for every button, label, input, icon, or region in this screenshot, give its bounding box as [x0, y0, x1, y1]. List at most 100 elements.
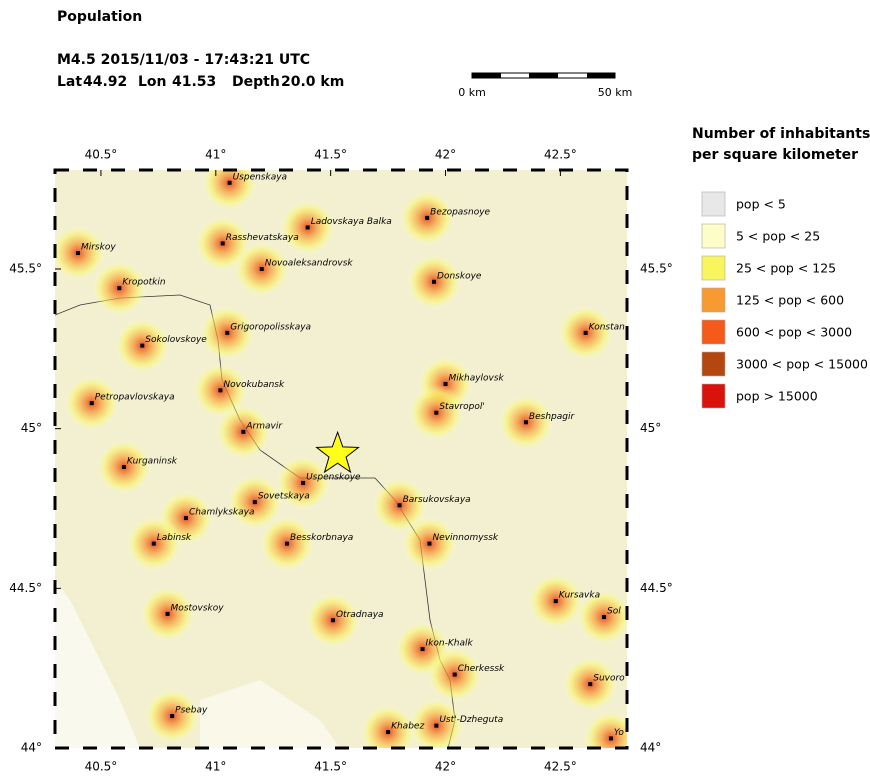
city-label: Mikhaylovsk: [449, 373, 505, 383]
city-label: Yo: [614, 728, 625, 738]
population-area: [360, 704, 417, 748]
city-marker: [183, 516, 188, 521]
city-marker: [427, 541, 432, 546]
x-tick-label: 40.5°: [85, 148, 118, 162]
legend-label: pop < 5: [736, 197, 786, 212]
depth-label: Depth: [232, 74, 280, 90]
city-marker: [443, 381, 448, 386]
legend-label: pop > 15000: [736, 389, 818, 404]
lon-label: Lon: [138, 74, 167, 90]
city-marker: [452, 672, 457, 677]
city-label: Mirskoy: [81, 243, 116, 253]
lat-label: Lat: [57, 74, 82, 90]
city-marker: [227, 180, 232, 185]
city-marker: [425, 215, 430, 220]
city-label: Ladovskaya Balka: [311, 217, 392, 227]
x-tick-label: 42.5°: [544, 760, 577, 774]
city-marker: [553, 599, 558, 604]
x-tick-label: 41.5°: [314, 148, 347, 162]
x-tick-label: 40.5°: [85, 760, 118, 774]
event-line: M4.5 2015/11/03 - 17:43:21 UTC: [57, 52, 310, 68]
population-area: [408, 697, 465, 748]
lon-value: 41.53: [172, 74, 216, 90]
depth-value: 20.0 km: [281, 74, 344, 90]
scale-start: 0 km: [458, 86, 486, 99]
x-tick-label: 41.5°: [314, 760, 347, 774]
city-marker: [75, 251, 80, 256]
city-label: Chamlykskaya: [189, 508, 255, 518]
legend-swatch: [701, 255, 726, 281]
legend-swatch: [701, 383, 726, 409]
city-label: Petropavlovskaya: [95, 393, 175, 403]
lat-value: 44.92: [83, 74, 127, 90]
city-marker: [434, 410, 439, 415]
city-marker: [259, 266, 264, 271]
y-tick-label: 45.5°: [9, 261, 42, 275]
scale-end: 50 km: [598, 86, 633, 99]
city-label: Otradnaya: [336, 610, 384, 620]
city-label: Grigoropolisskaya: [230, 322, 311, 332]
x-tick-label: 42.5°: [544, 148, 577, 162]
x-tick-label: 42°: [435, 760, 456, 774]
city-label: Kursavka: [559, 591, 600, 601]
city-label: Konstan: [589, 322, 626, 332]
legend-swatch: [701, 191, 726, 217]
city-label: Novokubansk: [223, 380, 285, 390]
legend-label: 125 < pop < 600: [736, 293, 844, 308]
y-tick-label: 44.5°: [9, 581, 42, 595]
city-marker: [252, 500, 257, 505]
legend-swatch: [701, 287, 726, 313]
city-label: Beshpagir: [529, 412, 576, 422]
legend-swatch: [701, 351, 726, 377]
city-marker: [285, 541, 290, 546]
legend-title: Number of inhabitants: [692, 126, 870, 142]
city-label: Nevinnomyssk: [432, 533, 498, 543]
city-label: Novoaleksandrovsk: [265, 258, 354, 268]
city-label: Bezopasnoye: [430, 207, 490, 217]
y-tick-label: 44°: [640, 741, 661, 755]
city-marker: [301, 480, 306, 485]
city-label: Uspenskoye: [306, 472, 361, 482]
legend-label: 600 < pop < 3000: [736, 325, 852, 340]
city-label: Barsukovskaya: [403, 495, 471, 505]
city-marker: [89, 401, 94, 406]
y-tick-label: 45°: [21, 421, 42, 435]
city-marker: [225, 330, 230, 335]
city-marker: [117, 286, 122, 291]
city-marker: [218, 388, 223, 393]
legend-title: per square kilometer: [692, 147, 858, 163]
city-marker: [432, 279, 437, 284]
city-marker: [140, 343, 145, 348]
city-label: Cherkessk: [458, 664, 505, 674]
city-label: Labinsk: [157, 533, 192, 543]
population-area: [582, 710, 627, 748]
legend-swatch: [701, 223, 726, 249]
city-label: Ikon-Khalk: [426, 639, 474, 649]
city-label: Kropotkin: [122, 278, 166, 288]
city-label: Armavir: [245, 421, 283, 431]
city-marker: [608, 736, 613, 741]
city-marker: [523, 420, 528, 425]
city-label: Ust'-Dzheguta: [439, 715, 503, 725]
y-tick-label: 45.5°: [640, 261, 673, 275]
city-marker: [241, 429, 246, 434]
x-tick-label: 42°: [435, 148, 456, 162]
legend-label: 3000 < pop < 15000: [736, 357, 868, 372]
city-label: Suvoro: [593, 674, 625, 684]
city-marker: [420, 647, 425, 652]
y-tick-label: 44°: [21, 741, 42, 755]
city-label: Sokolovskoye: [145, 335, 207, 345]
city-marker: [305, 225, 310, 230]
city-marker: [220, 241, 225, 246]
x-tick-label: 41°: [205, 148, 226, 162]
city-label: Rasshevatskaya: [226, 233, 299, 243]
y-tick-label: 44.5°: [640, 581, 673, 595]
legend-swatch: [701, 319, 726, 345]
map-frame: [53, 168, 629, 750]
city-label: Donskoye: [437, 271, 482, 281]
city-label: Psebay: [175, 706, 208, 716]
city-label: Khabez: [391, 722, 424, 732]
city-marker: [397, 503, 402, 508]
population-area: [201, 170, 258, 211]
